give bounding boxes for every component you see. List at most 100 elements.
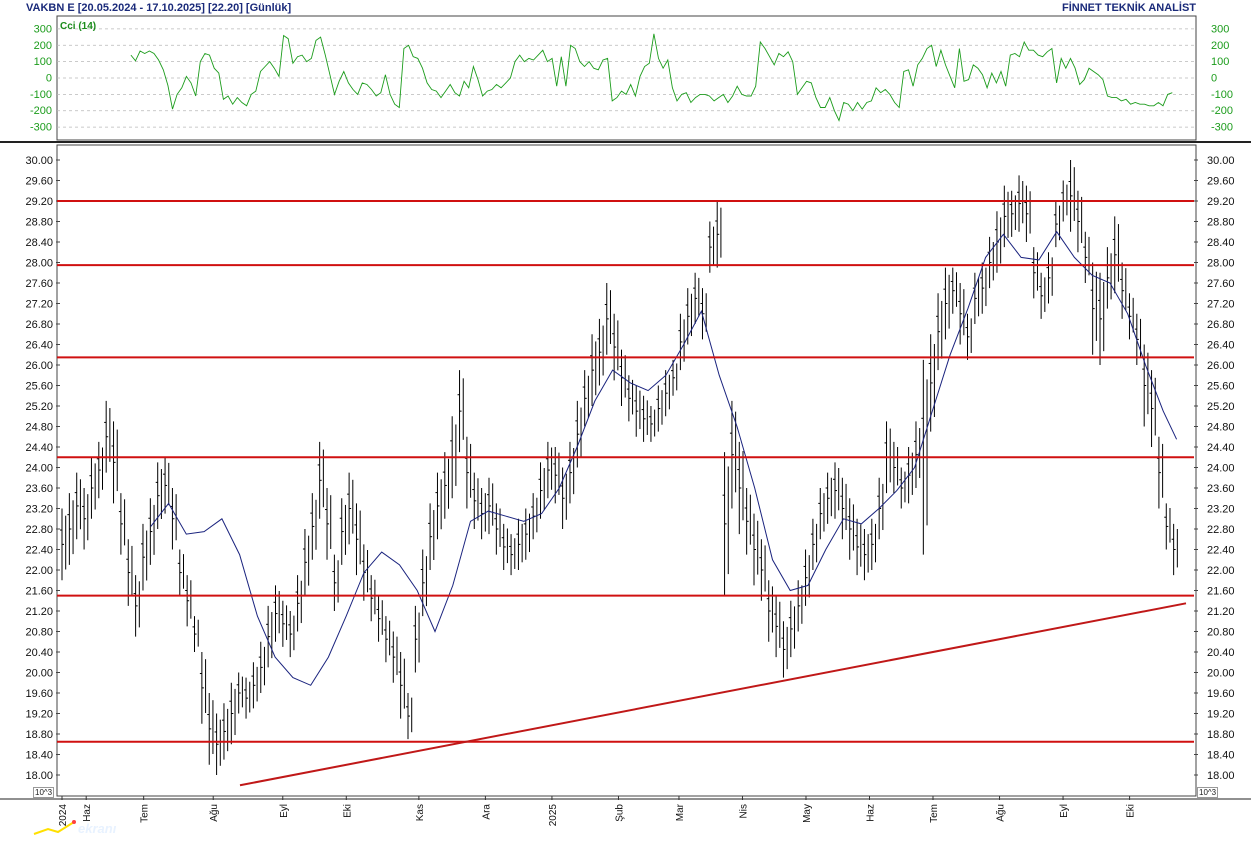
price-tick-label: 20.00: [1207, 668, 1235, 680]
price-tick-label: 28.80: [25, 217, 53, 229]
price-tick-label: 26.00: [25, 360, 53, 372]
price-tick-label: 22.80: [25, 524, 53, 536]
x-tick-label: Haz: [82, 804, 93, 822]
x-tick-label: Eki: [342, 804, 353, 818]
price-tick-label: 28.40: [25, 237, 53, 249]
price-tick-label: 29.60: [1207, 176, 1235, 188]
cci-axis-left: 300 200 100 0 -100 -200 -300: [30, 23, 52, 133]
price-tick-label: 18.40: [25, 750, 53, 762]
cci-tick-label: 300: [34, 23, 52, 35]
price-tick-label: 20.80: [1207, 627, 1235, 639]
price-tick-label: 24.00: [25, 463, 53, 475]
price-tick-label: 28.00: [25, 258, 53, 270]
price-tick-label: 26.00: [1207, 360, 1235, 372]
price-tick-label: 27.20: [25, 299, 53, 311]
x-tick-label: Eyl: [1059, 804, 1070, 818]
price-tick-label: 23.20: [25, 504, 53, 516]
cci-tick-label: -200: [30, 105, 52, 117]
price-tick-label: 25.60: [1207, 381, 1235, 393]
x-tick-label: Şub: [614, 804, 625, 822]
cci-tick-label: -100: [30, 89, 52, 101]
chart-header-right: FİNNET TEKNİK ANALİST: [1061, 2, 1196, 14]
price-tick-label: 27.60: [25, 278, 53, 290]
price-tick-label: 21.20: [1207, 606, 1235, 618]
price-tick-label: 18.00: [1207, 770, 1235, 782]
price-axis-left: 30.00 29.60 29.20 28.80 28.40 28.00 27.60 27.20…: [25, 155, 60, 782]
cci-tick-label: 300: [1211, 23, 1229, 35]
cci-tick-label: 0: [46, 73, 52, 85]
cci-line: [130, 33, 1173, 122]
price-tick-label: 23.60: [25, 483, 53, 495]
price-tick-label: 19.20: [25, 709, 53, 721]
price-tick-label: 20.40: [1207, 647, 1235, 659]
price-tick-label: 27.60: [1207, 278, 1235, 290]
x-tick-label: 2025: [548, 804, 559, 827]
price-tick-label: 26.40: [25, 340, 53, 352]
price-tick-label: 24.40: [25, 442, 53, 454]
scale-label-right: 10^3: [1197, 787, 1219, 798]
x-tick-label: Ağu: [209, 804, 220, 822]
price-tick-label: 26.80: [25, 319, 53, 331]
price-tick-label: 26.40: [1207, 340, 1235, 352]
price-panel-frame: [56, 144, 1197, 797]
price-tick-label: 18.40: [1207, 750, 1235, 762]
price-tick-label: 27.20: [1207, 299, 1235, 311]
x-tick-label: Ağu: [996, 804, 1007, 822]
cci-indicator-label: Cci (14): [60, 21, 97, 32]
x-tick-label: Eyl: [279, 804, 290, 818]
price-tick-label: 18.80: [25, 729, 53, 741]
x-tick-label: Kas: [415, 804, 426, 821]
price-tick-label: 21.60: [1207, 586, 1235, 598]
x-tick-label: Nis: [738, 804, 749, 818]
price-tick-label: 19.20: [1207, 709, 1235, 721]
price-tick-label: 30.00: [25, 155, 53, 167]
price-tick-label: 28.00: [1207, 258, 1235, 270]
x-tick-label: Ara: [481, 804, 492, 820]
trendline-line: [239, 602, 1187, 787]
price-tick-label: 19.60: [1207, 688, 1235, 700]
price-axis-right: 30.00 29.60 29.20 28.80 28.40 28.00 27.60 27.20…: [1194, 155, 1235, 782]
x-tick-label: Tem: [929, 804, 940, 823]
price-tick-label: 24.00: [1207, 463, 1235, 475]
scale-label-left: 10^3: [33, 787, 55, 798]
price-tick-label: 25.20: [1207, 401, 1235, 413]
cci-series: [130, 33, 1173, 122]
price-tick-label: 20.80: [25, 627, 53, 639]
x-tick-label: May: [802, 804, 813, 823]
cci-tick-label: 0: [1211, 73, 1217, 85]
price-tick-label: 28.40: [1207, 237, 1235, 249]
price-tick-label: 24.40: [1207, 442, 1235, 454]
x-tick-label: 2024: [58, 804, 69, 827]
price-tick-label: 29.60: [25, 176, 53, 188]
price-tick-label: 20.40: [25, 647, 53, 659]
x-tick-label: Mar: [675, 803, 686, 821]
cci-tick-label: -100: [1211, 89, 1233, 101]
watermark-logo-icon: [33, 820, 76, 835]
price-tick-label: 21.60: [25, 586, 53, 598]
cci-tick-label: 200: [34, 40, 52, 52]
price-tick-label: 22.40: [1207, 545, 1235, 557]
price-tick-label: 25.60: [25, 381, 53, 393]
chart-header-left: VAKBN E [20.05.2024 - 17.10.2025] [22.20…: [26, 2, 292, 14]
price-tick-label: 29.20: [1207, 196, 1235, 208]
price-tick-label: 29.20: [25, 196, 53, 208]
price-tick-label: 18.80: [1207, 729, 1235, 741]
x-tick-label: Haz: [865, 804, 876, 822]
x-tick-label: Eki: [1126, 804, 1137, 818]
price-tick-label: 22.40: [25, 545, 53, 557]
price-tick-label: 25.20: [25, 401, 53, 413]
price-tick-label: 19.60: [25, 688, 53, 700]
moving-average-series: [150, 230, 1178, 686]
price-tick-label: 22.80: [1207, 524, 1235, 536]
price-tick-label: 24.80: [1207, 422, 1235, 434]
price-tick-label: 23.60: [1207, 483, 1235, 495]
watermark-text: ekranı: [78, 821, 117, 836]
price-tick-label: 23.20: [1207, 504, 1235, 516]
x-tick-label: Tem: [140, 804, 151, 823]
cci-axis-right: 300 200 100 0 -100 -200 -300: [1211, 23, 1233, 133]
price-tick-label: 22.00: [25, 565, 53, 577]
price-tick-label: 28.80: [1207, 217, 1235, 229]
cci-tick-label: 100: [34, 56, 52, 68]
price-tick-label: 21.20: [25, 606, 53, 618]
